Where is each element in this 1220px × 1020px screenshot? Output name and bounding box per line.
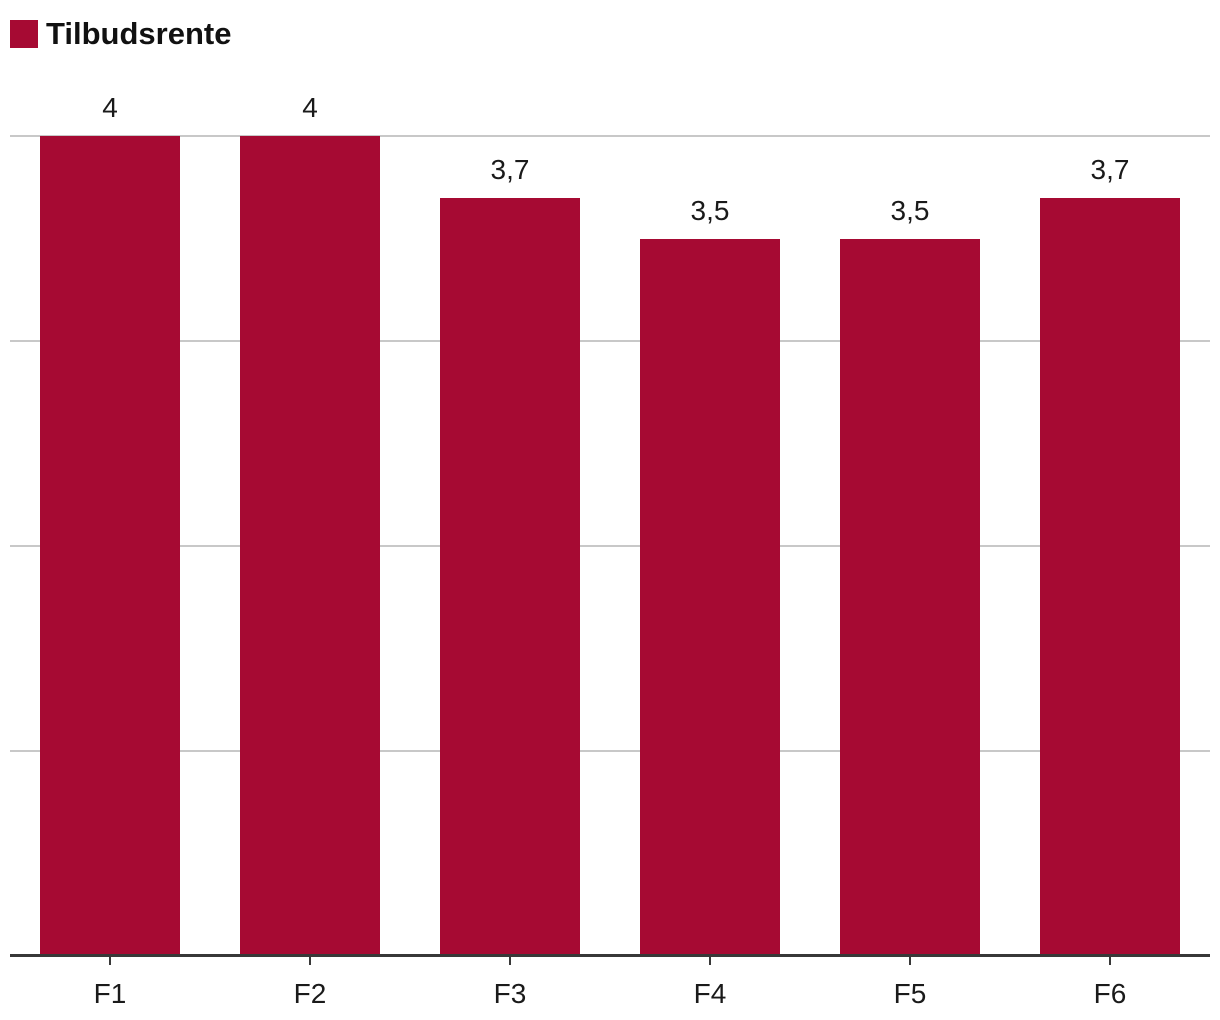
bar-value-label: 3,7 — [490, 154, 530, 185]
gridline-y-3 — [10, 340, 1210, 342]
axis-tick — [1109, 957, 1111, 965]
bar-value-label: 3,7 — [1090, 154, 1130, 185]
axis-tick — [309, 957, 311, 965]
x-axis-label: F3 — [493, 978, 527, 1009]
bar-f6[interactable] — [1040, 198, 1180, 956]
legend-item[interactable]: Tilbudsrente — [10, 17, 231, 51]
legend-label: Tilbudsrente — [46, 16, 232, 51]
axis-tick — [109, 957, 111, 965]
gridline-y-1 — [10, 750, 1210, 752]
x-axis-line — [10, 954, 1210, 957]
bar-value-label: 4 — [302, 92, 318, 123]
x-axis-label: F2 — [293, 978, 327, 1009]
axis-tick — [709, 957, 711, 965]
x-axis-label: F1 — [93, 978, 127, 1009]
gridline-y-4 — [10, 135, 1210, 137]
bar-f2[interactable] — [240, 136, 380, 956]
x-axis-label: F4 — [693, 978, 727, 1009]
bar-f5[interactable] — [840, 239, 980, 956]
bar-f1[interactable] — [40, 136, 180, 956]
x-axis-label: F5 — [893, 978, 927, 1009]
bar-value-label: 3,5 — [890, 195, 930, 226]
bar-f4[interactable] — [640, 239, 780, 956]
x-axis-label: F6 — [1093, 978, 1127, 1009]
bar-f3[interactable] — [440, 198, 580, 956]
legend-swatch-icon — [10, 20, 38, 48]
axis-tick — [909, 957, 911, 965]
bar-value-label: 4 — [102, 92, 118, 123]
gridline-y-2 — [10, 545, 1210, 547]
bar-value-label: 3,5 — [690, 195, 730, 226]
axis-tick — [509, 957, 511, 965]
